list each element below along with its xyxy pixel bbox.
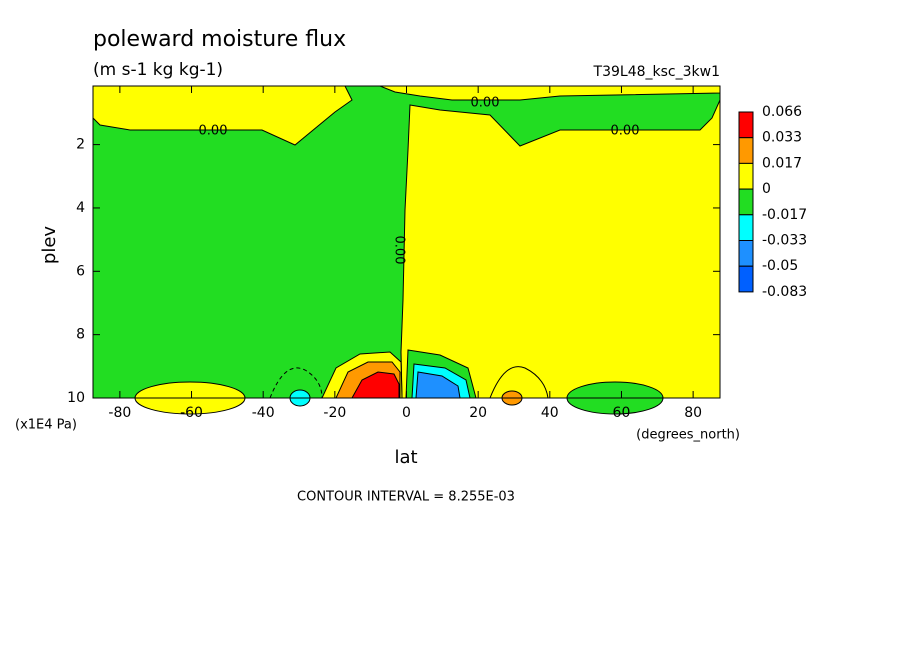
- colorbar-box: [738, 188, 754, 216]
- y-tick-label: 10: [67, 390, 85, 406]
- x-tick-label: -80: [108, 405, 131, 421]
- x-tick-label: 40: [541, 405, 559, 421]
- colorbar-box: [738, 111, 754, 139]
- x-tick-label: 20: [469, 405, 487, 421]
- colorbar-label: -0.05: [762, 258, 798, 274]
- chart-title: poleward moisture flux: [93, 27, 346, 52]
- x-axis-label: lat: [394, 447, 417, 468]
- footnote: CONTOUR INTERVAL = 8.255E-03: [297, 490, 515, 505]
- x-units: (degrees_north): [636, 428, 740, 443]
- contour-line: [489, 366, 549, 399]
- x-tick-label: -20: [323, 405, 346, 421]
- colorbar-label: -0.033: [762, 233, 807, 249]
- contour-label: 0.00: [392, 236, 407, 265]
- colorbar-label: 0.017: [762, 155, 802, 171]
- colorbar-box: [738, 214, 754, 242]
- colorbar-box: [738, 137, 754, 164]
- y-tick-label: 2: [76, 137, 85, 153]
- x-tick-label: 0: [402, 405, 411, 421]
- contour-field: [92, 85, 721, 415]
- chart-subtitle: (m s-1 kg kg-1): [93, 60, 223, 80]
- contour-label: 0.00: [611, 124, 640, 139]
- x-tick-label: 80: [684, 405, 702, 421]
- y-axis-label: plev: [39, 226, 60, 265]
- colorbar-box: [738, 240, 754, 267]
- region: [92, 85, 353, 146]
- contour-label: 0.00: [471, 96, 500, 111]
- colorbar-box: [738, 265, 754, 293]
- contour-line: [269, 367, 323, 399]
- colorbar-label: 0: [762, 181, 771, 197]
- x-tick-label: 60: [613, 405, 631, 421]
- y-tick-label: 8: [76, 327, 85, 343]
- y-tick-label: 6: [76, 263, 85, 279]
- x-tick-label: -60: [180, 405, 203, 421]
- y-tick-label: 4: [76, 200, 85, 216]
- colorbar-label: 0.033: [762, 130, 802, 146]
- y-units: (x1E4 Pa): [15, 418, 77, 433]
- colorbar-label: -0.083: [762, 284, 807, 300]
- dataset-label: T39L48_ksc_3kw1: [593, 64, 720, 80]
- colorbar-box: [738, 162, 754, 190]
- colorbar-label: -0.017: [762, 207, 807, 223]
- region: [415, 371, 461, 399]
- colorbar-label: 0.066: [762, 104, 802, 120]
- x-tick-label: -40: [252, 405, 275, 421]
- contour-label: 0.00: [199, 124, 228, 139]
- region: [400, 99, 721, 399]
